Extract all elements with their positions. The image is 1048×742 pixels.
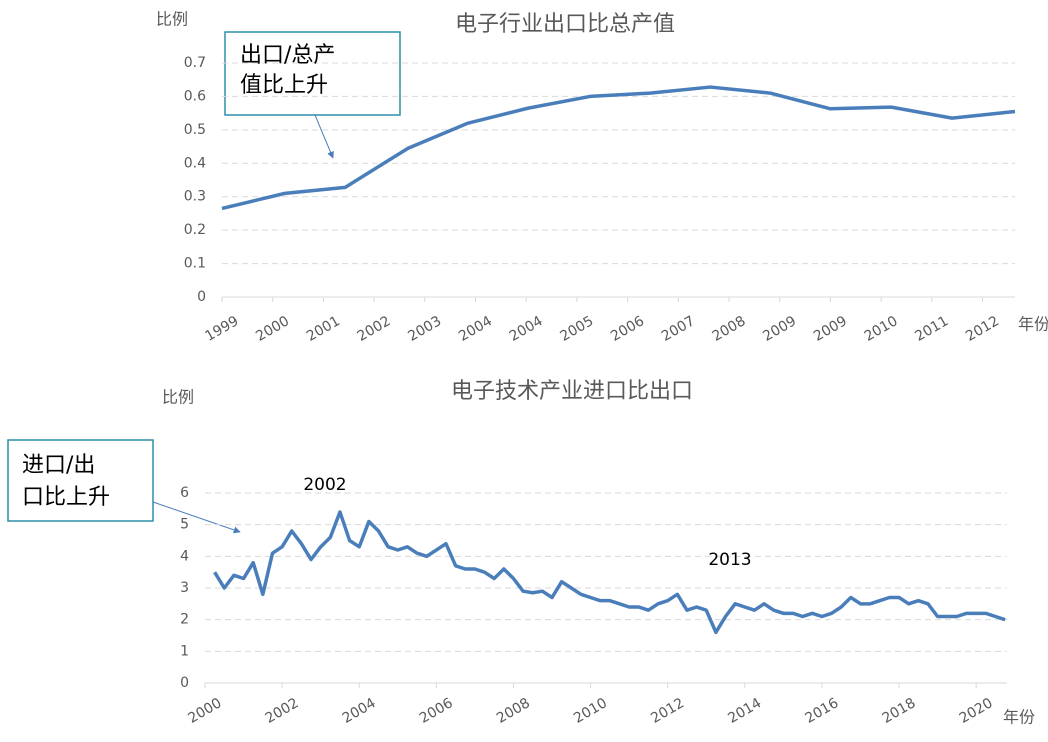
y-tick-label: 0.6	[184, 88, 206, 104]
y-tick-label: 0.4	[184, 155, 206, 171]
y-tick-label: 0.1	[184, 256, 206, 272]
y-tick-label: 4	[180, 548, 189, 564]
y-tick-label: 1	[180, 643, 189, 659]
x-tick-label: 1999	[203, 313, 242, 345]
data-line	[213, 510, 1006, 635]
x-tick-label: 2010	[571, 695, 610, 727]
x-tick-label: 2014	[725, 695, 764, 727]
data-line	[221, 85, 1016, 211]
y-axis-label: 比例	[162, 388, 194, 407]
y-tick-label: 5	[180, 517, 189, 533]
x-tick-label: 2002	[263, 695, 302, 727]
x-tick-label: 2004	[456, 313, 495, 345]
y-axis-label: 比例	[156, 10, 188, 29]
chart-title: 电子行业出口比总产值	[455, 12, 675, 37]
x-axis-label: 年份	[1003, 708, 1035, 727]
annotation-box	[224, 31, 401, 116]
x-tick-label: 2002	[355, 313, 394, 345]
annotation: 2002	[303, 475, 346, 495]
arrow	[152, 501, 241, 534]
x-tick-label: 2004	[340, 695, 379, 727]
annotation: 2013	[708, 550, 751, 570]
y-tick-label: 0.7	[184, 55, 206, 71]
x-tick-label: 2006	[417, 695, 456, 727]
x-tick-label: 2016	[802, 695, 841, 727]
x-tick-label: 2008	[494, 695, 533, 727]
x-tick-label: 2005	[557, 313, 596, 345]
y-tick-label: 0.3	[184, 189, 206, 205]
annotation-box-text: 出口/总产	[240, 43, 335, 68]
x-tick-label: 2000	[186, 695, 225, 727]
x-tick-label: 2006	[608, 313, 647, 345]
x-tick-label: 2004	[507, 313, 546, 345]
y-tick-label: 2	[180, 612, 189, 628]
x-tick-label: 2001	[304, 313, 343, 345]
x-tick-label: 2010	[862, 313, 901, 345]
annotation-box-text: 口比上升	[22, 485, 110, 510]
chart-title: 电子技术产业进口比出口	[451, 379, 693, 404]
x-tick-label: 2011	[912, 313, 951, 345]
x-tick-label: 2003	[405, 313, 444, 345]
x-tick-label: 2018	[880, 695, 919, 727]
y-tick-label: 6	[180, 485, 189, 501]
x-tick-label: 2000	[253, 313, 292, 345]
x-tick-label: 2009	[811, 313, 850, 345]
x-tick-label: 2012	[648, 695, 687, 727]
x-axis-label: 年份	[1018, 315, 1048, 334]
y-tick-label: 3	[180, 580, 189, 596]
x-tick-label: 2008	[710, 313, 749, 345]
arrow	[314, 114, 334, 159]
x-tick-label: 2009	[760, 313, 799, 345]
annotation-box-text: 值比上升	[240, 73, 328, 98]
annotation-box	[7, 439, 154, 522]
x-tick-label: 2012	[963, 313, 1002, 345]
y-tick-label: 0	[197, 289, 206, 305]
x-tick-label: 2007	[659, 313, 698, 345]
y-tick-label: 0	[180, 675, 189, 691]
y-tick-label: 0.2	[184, 222, 206, 238]
y-tick-label: 0.5	[184, 122, 206, 138]
annotation-box-text: 进口/出	[22, 453, 95, 478]
x-tick-label: 2020	[957, 695, 996, 727]
